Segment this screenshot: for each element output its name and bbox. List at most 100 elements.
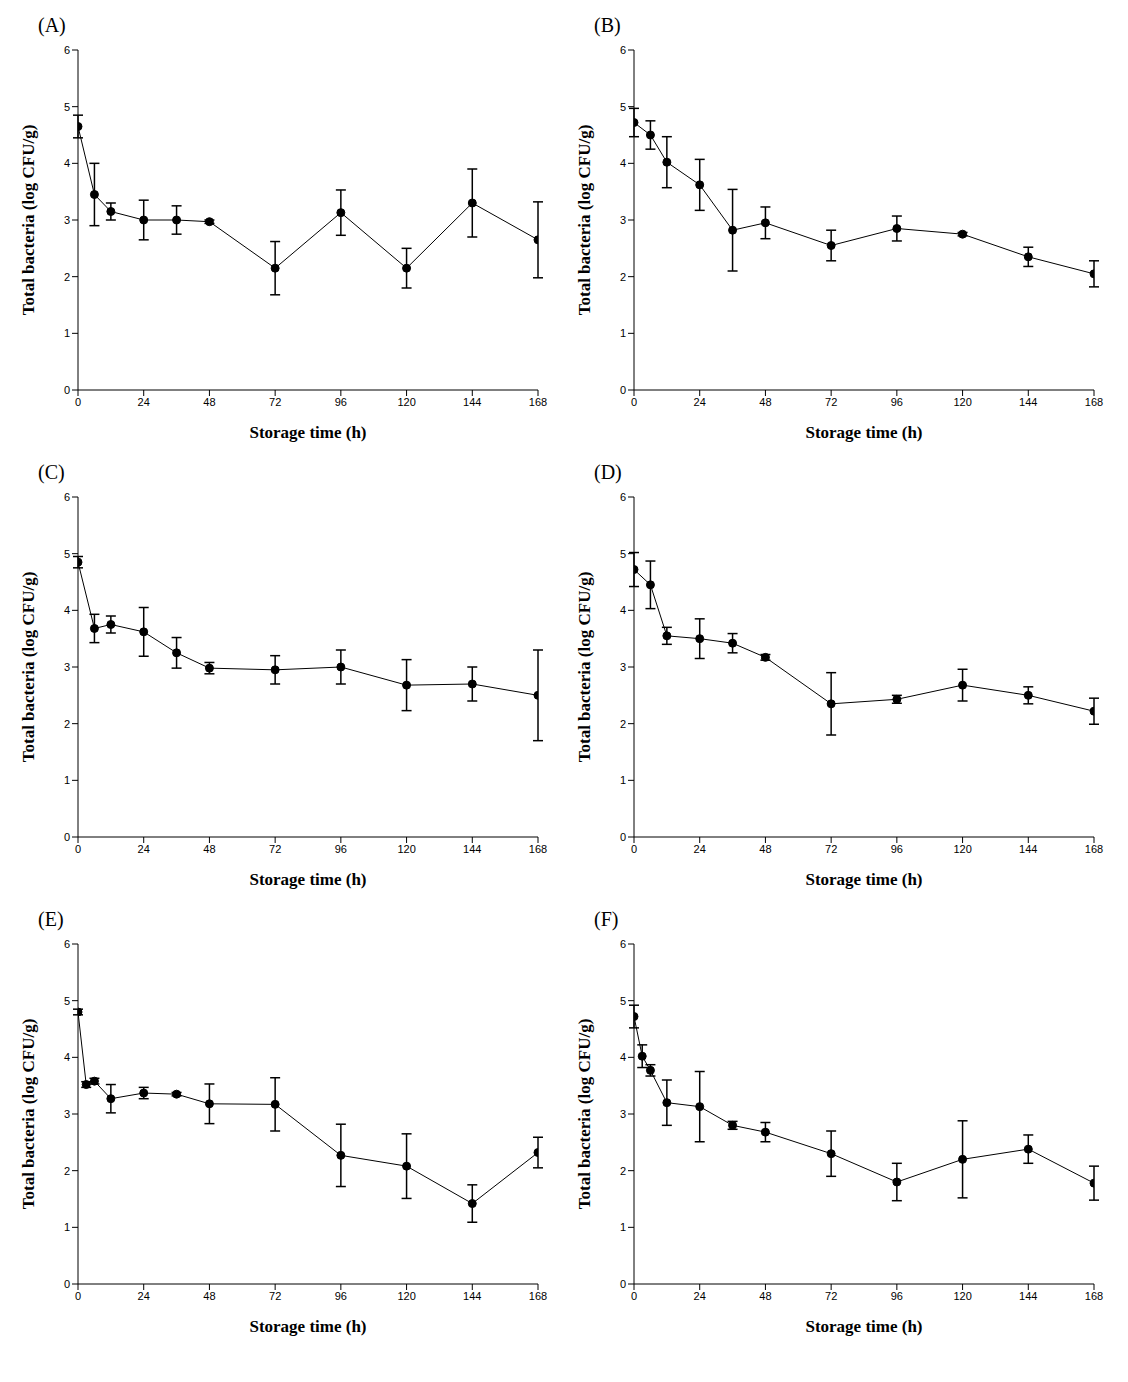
svg-text:24: 24	[694, 396, 706, 408]
svg-text:0: 0	[64, 831, 70, 843]
svg-text:96: 96	[891, 1290, 903, 1302]
svg-text:48: 48	[759, 1290, 771, 1302]
svg-text:24: 24	[138, 396, 150, 408]
svg-text:0: 0	[64, 384, 70, 396]
svg-text:0: 0	[64, 1278, 70, 1290]
svg-text:48: 48	[203, 843, 215, 855]
svg-text:144: 144	[1019, 843, 1037, 855]
svg-text:Storage time (h): Storage time (h)	[805, 1317, 922, 1336]
svg-text:48: 48	[203, 396, 215, 408]
svg-text:0: 0	[620, 1278, 626, 1290]
svg-text:120: 120	[953, 1290, 971, 1302]
svg-text:6: 6	[620, 491, 626, 503]
svg-text:6: 6	[620, 44, 626, 56]
svg-text:3: 3	[64, 1108, 70, 1120]
svg-text:Total bacteria (log CFU/g): Total bacteria (log CFU/g)	[19, 125, 38, 316]
svg-text:96: 96	[891, 843, 903, 855]
svg-text:5: 5	[64, 995, 70, 1007]
svg-text:120: 120	[953, 843, 971, 855]
svg-text:120: 120	[397, 1290, 415, 1302]
svg-text:72: 72	[825, 1290, 837, 1302]
svg-text:Storage time (h): Storage time (h)	[249, 423, 366, 442]
svg-text:5: 5	[64, 548, 70, 560]
svg-text:0: 0	[620, 384, 626, 396]
svg-text:96: 96	[335, 843, 347, 855]
svg-text:4: 4	[64, 157, 70, 169]
svg-text:72: 72	[825, 843, 837, 855]
svg-text:168: 168	[1085, 843, 1103, 855]
svg-text:168: 168	[1085, 396, 1103, 408]
svg-text:4: 4	[620, 604, 626, 616]
svg-text:4: 4	[64, 1051, 70, 1063]
svg-text:0: 0	[75, 843, 81, 855]
svg-text:144: 144	[463, 396, 481, 408]
svg-text:144: 144	[1019, 1290, 1037, 1302]
svg-text:96: 96	[335, 1290, 347, 1302]
svg-text:0: 0	[631, 396, 637, 408]
svg-text:4: 4	[64, 604, 70, 616]
svg-text:24: 24	[138, 843, 150, 855]
svg-text:72: 72	[269, 843, 281, 855]
svg-text:72: 72	[269, 1290, 281, 1302]
svg-text:24: 24	[138, 1290, 150, 1302]
svg-text:120: 120	[397, 843, 415, 855]
svg-text:Total bacteria (log CFU/g): Total bacteria (log CFU/g)	[19, 1019, 38, 1210]
svg-text:2: 2	[620, 1165, 626, 1177]
svg-text:4: 4	[620, 157, 626, 169]
svg-text:120: 120	[397, 396, 415, 408]
svg-text:0: 0	[631, 1290, 637, 1302]
svg-text:Total bacteria (log CFU/g): Total bacteria (log CFU/g)	[575, 572, 594, 763]
svg-text:72: 72	[825, 396, 837, 408]
svg-text:1: 1	[64, 774, 70, 786]
svg-text:3: 3	[620, 1108, 626, 1120]
svg-text:2: 2	[620, 271, 626, 283]
svg-text:0: 0	[75, 396, 81, 408]
svg-text:72: 72	[269, 396, 281, 408]
svg-text:0: 0	[631, 843, 637, 855]
svg-text:4: 4	[620, 1051, 626, 1063]
svg-text:Total bacteria (log CFU/g): Total bacteria (log CFU/g)	[575, 125, 594, 316]
svg-text:48: 48	[759, 843, 771, 855]
svg-text:24: 24	[694, 1290, 706, 1302]
svg-text:6: 6	[64, 44, 70, 56]
svg-text:96: 96	[335, 396, 347, 408]
svg-text:3: 3	[64, 661, 70, 673]
svg-text:0: 0	[620, 831, 626, 843]
svg-text:5: 5	[620, 548, 626, 560]
svg-text:Total bacteria (log CFU/g): Total bacteria (log CFU/g)	[19, 572, 38, 763]
svg-text:5: 5	[620, 101, 626, 113]
svg-text:5: 5	[620, 995, 626, 1007]
svg-text:Storage time (h): Storage time (h)	[249, 870, 366, 889]
svg-text:2: 2	[620, 718, 626, 730]
svg-text:Total bacteria (log CFU/g): Total bacteria (log CFU/g)	[575, 1019, 594, 1210]
svg-text:1: 1	[620, 327, 626, 339]
svg-text:168: 168	[1085, 1290, 1103, 1302]
svg-text:Storage time (h): Storage time (h)	[805, 423, 922, 442]
svg-text:168: 168	[529, 843, 547, 855]
svg-text:2: 2	[64, 1165, 70, 1177]
svg-text:3: 3	[620, 214, 626, 226]
svg-text:48: 48	[203, 1290, 215, 1302]
svg-text:Storage time (h): Storage time (h)	[805, 870, 922, 889]
svg-text:3: 3	[620, 661, 626, 673]
svg-text:144: 144	[463, 1290, 481, 1302]
svg-text:2: 2	[64, 718, 70, 730]
svg-text:168: 168	[529, 1290, 547, 1302]
svg-text:Storage time (h): Storage time (h)	[249, 1317, 366, 1336]
svg-text:6: 6	[620, 938, 626, 950]
svg-text:144: 144	[1019, 396, 1037, 408]
svg-text:1: 1	[64, 327, 70, 339]
svg-text:0: 0	[75, 1290, 81, 1302]
svg-text:5: 5	[64, 101, 70, 113]
svg-text:1: 1	[620, 1221, 626, 1233]
svg-text:144: 144	[463, 843, 481, 855]
svg-text:120: 120	[953, 396, 971, 408]
svg-text:48: 48	[759, 396, 771, 408]
svg-text:96: 96	[891, 396, 903, 408]
svg-text:3: 3	[64, 214, 70, 226]
svg-text:2: 2	[64, 271, 70, 283]
svg-text:6: 6	[64, 491, 70, 503]
svg-text:6: 6	[64, 938, 70, 950]
svg-text:1: 1	[64, 1221, 70, 1233]
svg-text:1: 1	[620, 774, 626, 786]
